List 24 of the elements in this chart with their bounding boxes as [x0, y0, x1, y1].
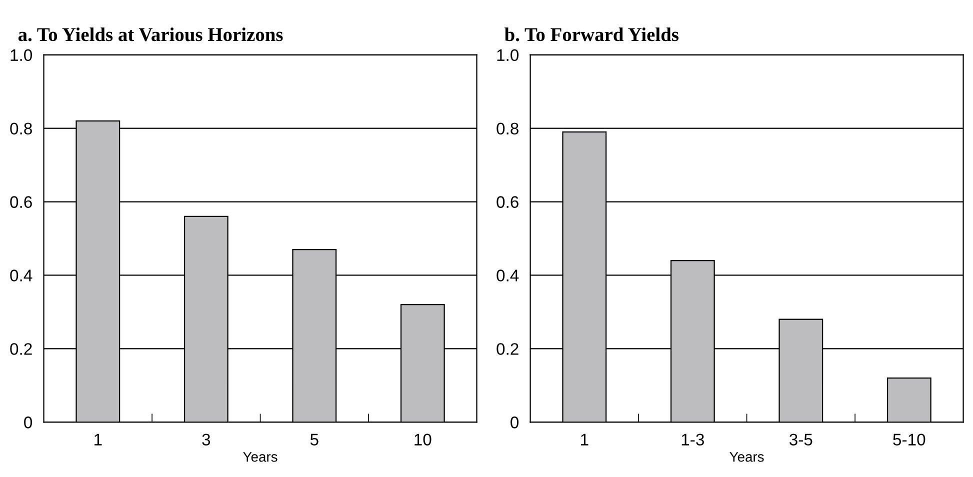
y-tick-label: 0.4: [10, 270, 32, 282]
y-tick-label: 0.8: [496, 122, 518, 135]
y-tick-label: 1.0: [10, 49, 32, 62]
y-tick-label: 0.6: [10, 196, 32, 208]
x-tick-label: 1: [94, 434, 102, 446]
x-axis-title: Years: [243, 452, 278, 462]
y-tick-label: 0.4: [496, 270, 519, 282]
x-tick-label: 1: [581, 434, 588, 446]
x-tick-label: 5: [310, 434, 318, 446]
y-tick-label: 0.6: [496, 196, 518, 208]
x-tick-label: 1-3: [682, 434, 704, 446]
x-tick-label: 5-10: [893, 434, 926, 446]
y-tick-label: 0: [510, 416, 519, 428]
y-tick-label: 0.2: [496, 343, 518, 355]
chart-title: a. To Yields at Various Horizons: [18, 27, 283, 42]
y-tick-label: 1.0: [497, 49, 519, 62]
x-axis-title: Years: [730, 452, 764, 462]
x-tick-label: 3: [202, 434, 210, 446]
x-tick-label: 10: [414, 434, 432, 446]
chart-title: b. To Forward Yields: [504, 27, 679, 42]
y-tick-label: 0.2: [10, 343, 32, 355]
y-tick-label: 0: [24, 416, 32, 428]
x-tick-label: 3-5: [789, 434, 812, 446]
y-tick-label: 0.8: [10, 122, 32, 135]
